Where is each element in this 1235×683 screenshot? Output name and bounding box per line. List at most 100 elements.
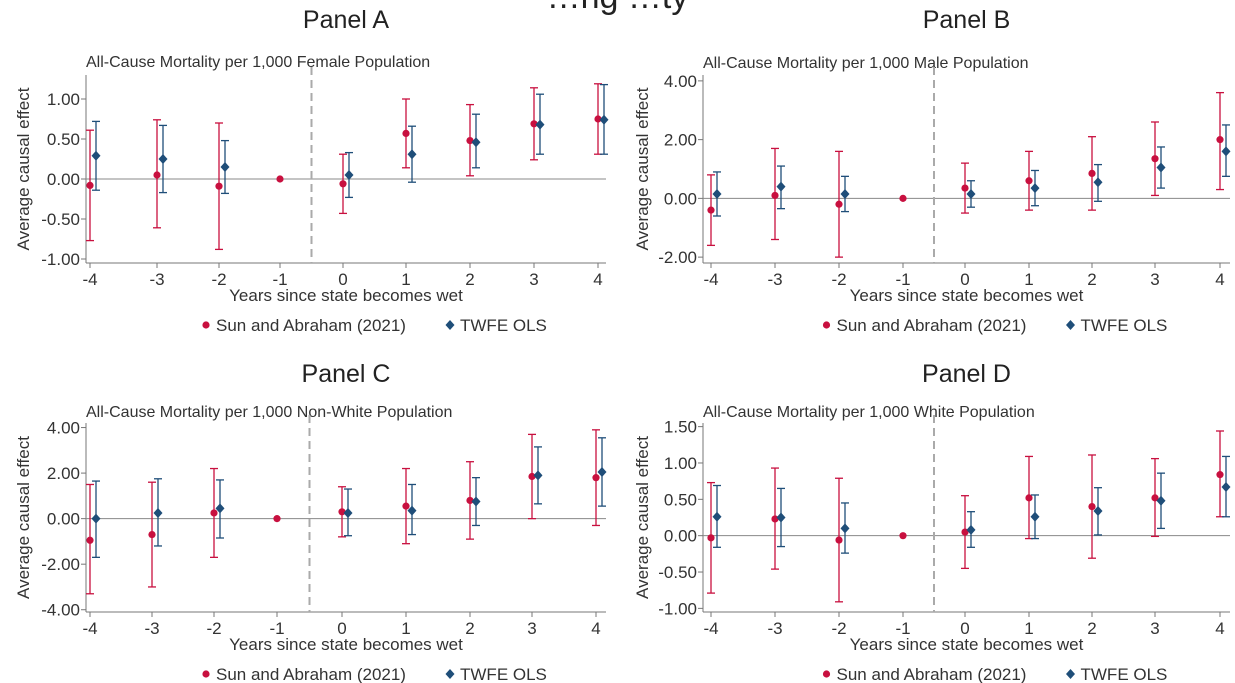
data-point xyxy=(1151,494,1159,502)
y-tick-label: 0.50 xyxy=(664,490,697,509)
data-point xyxy=(899,532,907,540)
data-point xyxy=(1151,155,1159,163)
y-tick-label: 0.00 xyxy=(664,527,697,546)
x-tick-label: -1 xyxy=(272,270,287,289)
y-tick-label: -0.50 xyxy=(41,210,80,229)
data-point xyxy=(528,472,536,481)
y-tick-label: 4.00 xyxy=(664,72,697,91)
data-point xyxy=(1221,481,1231,492)
legend-marker-sun xyxy=(202,670,210,678)
legend-label-sun: Sun and Abraham (2021) xyxy=(837,316,1027,335)
data-point xyxy=(840,188,850,199)
y-tick-label: 4.00 xyxy=(47,419,80,438)
panel-title: Panel D xyxy=(922,360,1011,388)
panel-a: Panel A All-Cause Mortality per 1,000 Fem… xyxy=(14,6,609,335)
legend-label-sun: Sun and Abraham (2021) xyxy=(216,316,406,335)
x-tick-label: 1 xyxy=(1024,619,1033,638)
data-point xyxy=(91,150,101,161)
data-point xyxy=(1093,177,1103,188)
data-point xyxy=(1093,505,1103,516)
legend-label-twfe: TWFE OLS xyxy=(1081,316,1168,335)
x-tick-label: -1 xyxy=(895,619,910,638)
legend-label-twfe: TWFE OLS xyxy=(1081,665,1168,683)
data-point xyxy=(91,513,101,524)
x-tick-label: 3 xyxy=(527,619,536,638)
series-twfe-ols xyxy=(91,437,607,558)
series-twfe-ols xyxy=(712,124,1231,217)
data-point xyxy=(466,496,474,505)
data-point xyxy=(344,170,354,180)
x-tick-label: -4 xyxy=(703,270,718,289)
data-point xyxy=(776,512,786,523)
x-tick-label: -1 xyxy=(895,270,910,289)
data-point xyxy=(1088,169,1096,178)
y-tick-label: -0.50 xyxy=(658,563,697,582)
data-point xyxy=(771,191,779,200)
x-tick-label: 0 xyxy=(960,619,969,638)
x-tick-label: 2 xyxy=(1087,270,1096,289)
data-point xyxy=(153,507,163,518)
series-sun-abraham xyxy=(86,429,600,595)
data-point xyxy=(961,528,969,536)
legend: Sun and Abraham (2021) TWFE OLS xyxy=(822,316,1168,335)
data-point xyxy=(966,524,976,535)
y-tick-label: -1.00 xyxy=(41,250,80,269)
data-point xyxy=(899,194,907,202)
data-point xyxy=(835,200,843,208)
legend-label-twfe: TWFE OLS xyxy=(460,316,547,335)
data-point xyxy=(1030,183,1040,194)
data-point xyxy=(1025,494,1033,502)
y-tick-label: -2.00 xyxy=(41,555,80,574)
panel-title: Panel A xyxy=(303,6,390,34)
data-point xyxy=(533,470,543,481)
x-tick-label: 4 xyxy=(591,619,600,638)
y-axis-label: Average causal effect xyxy=(14,87,33,250)
series-sun-abraham xyxy=(707,430,1224,603)
legend: Sun and Abraham (2021) TWFE OLS xyxy=(202,316,547,335)
x-tick-label: -4 xyxy=(703,619,718,638)
data-point xyxy=(597,466,607,477)
data-point xyxy=(402,502,410,510)
figure-title: …ng …ty xyxy=(0,0,1235,17)
data-point xyxy=(220,162,230,172)
panel-title: Panel C xyxy=(302,360,391,388)
data-point xyxy=(594,115,602,123)
data-point xyxy=(407,149,417,160)
data-point xyxy=(1030,511,1040,522)
x-tick-label: 0 xyxy=(337,619,346,638)
y-tick-label: 1.00 xyxy=(47,90,80,109)
panel-d: Panel D All-Cause Mortality per 1,000 Whi… xyxy=(633,360,1231,683)
data-point xyxy=(1088,502,1096,511)
legend-label-sun: Sun and Abraham (2021) xyxy=(216,665,406,683)
x-tick-label: 2 xyxy=(465,270,474,289)
data-point xyxy=(215,503,225,514)
y-tick-label: 2.00 xyxy=(664,131,697,150)
data-point xyxy=(771,515,779,523)
x-tick-label: 1 xyxy=(401,619,410,638)
data-point xyxy=(835,536,843,544)
x-tick-label: 1 xyxy=(1024,270,1033,289)
panel-title: Panel B xyxy=(923,6,1011,34)
data-point xyxy=(343,507,353,518)
panel-subtitle: All-Cause Mortality per 1,000 Male Popul… xyxy=(703,55,1029,72)
panel-subtitle: All-Cause Mortality per 1,000 White Popu… xyxy=(703,404,1035,421)
x-tick-label: -4 xyxy=(82,270,97,289)
y-tick-label: 0.00 xyxy=(664,189,697,208)
x-tick-label: 1 xyxy=(401,270,410,289)
data-point xyxy=(535,119,545,130)
y-tick-label: -4.00 xyxy=(41,601,80,620)
data-point xyxy=(776,181,786,192)
x-tick-label: 3 xyxy=(529,270,538,289)
x-tick-label: -2 xyxy=(211,270,226,289)
x-axis-label: Years since state becomes wet xyxy=(229,286,463,305)
data-point xyxy=(471,496,481,507)
x-tick-label: 0 xyxy=(960,270,969,289)
x-tick-label: -3 xyxy=(149,270,164,289)
x-tick-label: -4 xyxy=(82,619,97,638)
legend-marker-sun xyxy=(822,670,831,678)
data-point xyxy=(530,120,538,128)
y-tick-label: -1.00 xyxy=(658,599,697,618)
data-point xyxy=(1156,495,1166,506)
x-tick-label: -2 xyxy=(831,270,846,289)
x-tick-label: 3 xyxy=(1150,270,1159,289)
